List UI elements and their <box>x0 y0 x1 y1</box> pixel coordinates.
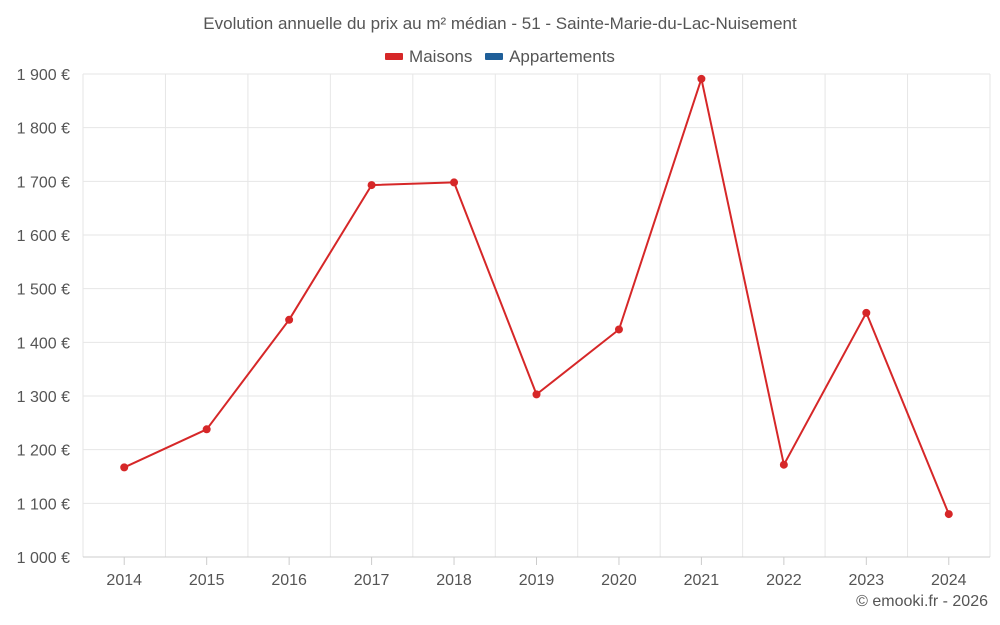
data-point[interactable] <box>614 325 623 334</box>
legend-swatch-maisons <box>385 53 404 60</box>
legend: Maisons Appartements <box>0 45 1000 67</box>
legend-label-appartements: Appartements <box>509 46 615 66</box>
y-tick-label: 1 000 € <box>17 550 70 567</box>
data-point[interactable] <box>120 463 129 472</box>
legend-item-appartements[interactable]: Appartements <box>485 47 615 67</box>
data-point[interactable] <box>532 390 541 399</box>
x-tick-label: 2022 <box>766 572 802 589</box>
chart-title: Evolution annuelle du prix au m² médian … <box>203 14 797 33</box>
x-tick-label: 2017 <box>354 572 390 589</box>
data-point[interactable] <box>862 308 871 317</box>
series <box>120 74 953 519</box>
x-tick-label: 2024 <box>931 572 967 589</box>
data-point[interactable] <box>697 74 706 83</box>
y-tick-label: 1 300 € <box>17 389 70 406</box>
y-tick-label: 1 700 € <box>17 174 70 191</box>
credit-text: © emooki.fr - 2026 <box>856 593 988 610</box>
y-tick-label: 1 600 € <box>17 228 70 245</box>
x-axis: 2014 2015 2016 2017 2018 2019 2020 2021 2022 2023… <box>83 556 990 589</box>
grid <box>82 73 991 558</box>
x-tick-label: 2015 <box>189 572 225 589</box>
data-point[interactable] <box>779 460 788 469</box>
y-axis: 1 000 € 1 100 € 1 200 € 1 300 € 1 400 € 1 500… <box>17 67 70 567</box>
y-tick-label: 1 200 € <box>17 443 70 460</box>
y-tick-label: 1 900 € <box>17 67 70 84</box>
y-tick-label: 1 400 € <box>17 335 70 352</box>
x-tick-label: 2020 <box>601 572 637 589</box>
y-tick-label: 1 100 € <box>17 496 70 513</box>
legend-swatch-appartements <box>485 53 504 60</box>
data-point[interactable] <box>944 510 953 519</box>
x-tick-label: 2014 <box>106 572 142 589</box>
data-point[interactable] <box>450 178 459 187</box>
x-tick-label: 2019 <box>519 572 555 589</box>
legend-label-maisons: Maisons <box>409 46 473 66</box>
data-point[interactable] <box>367 181 376 190</box>
x-tick-label: 2021 <box>684 572 720 589</box>
data-point[interactable] <box>202 425 211 434</box>
data-point[interactable] <box>285 315 294 324</box>
x-tick-label: 2023 <box>849 572 885 589</box>
y-tick-label: 1 800 € <box>17 121 70 138</box>
x-tick-label: 2016 <box>271 572 307 589</box>
y-tick-label: 1 500 € <box>17 282 70 299</box>
x-tick-label: 2018 <box>436 572 472 589</box>
legend-item-maisons[interactable]: Maisons <box>385 47 472 67</box>
